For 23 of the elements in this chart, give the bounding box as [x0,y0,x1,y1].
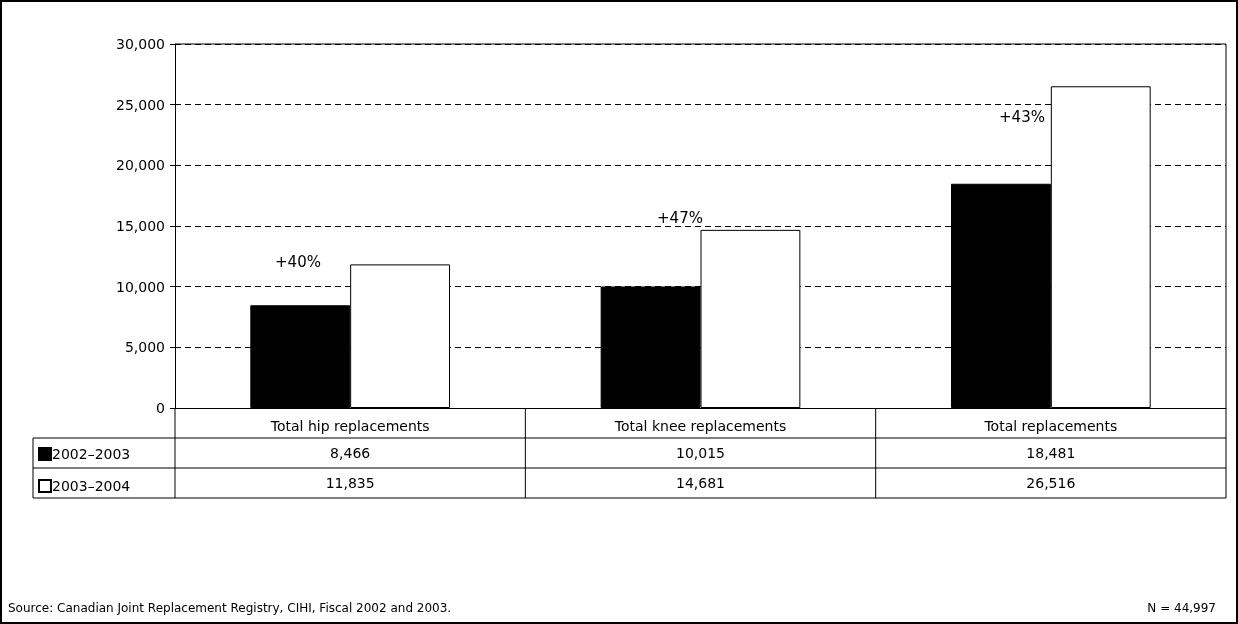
x-tick-label: Total knee replacements [613,418,787,434]
x-tick-label: Total replacements [983,418,1118,434]
text: N = 44,997 [1147,601,1216,615]
annotation: +43% [999,108,1045,126]
y-tick-label: 20,000 [116,157,165,174]
data-label: 26,516 [1026,475,1076,491]
legend-label: 2003–2004 [52,478,131,494]
y-tick-label: 10,000 [116,278,165,295]
y-tick-label: 0 [156,400,165,416]
data-label: 14,681 [676,475,725,491]
y-tick-label: 30,000 [116,36,165,52]
y-tick-label: 15,000 [116,218,165,234]
annotation: +47% [657,209,703,227]
legend-label: 2002–2003 [52,446,131,462]
x-tick-label: Total hip replacements [269,418,430,434]
y-tick-label: 25,000 [116,96,165,113]
source-note: Source: Canadian Joint Replacement Registry, CIHI, Fiscal 2002 and 2003. [8,601,452,615]
data-label: 10,015 [676,445,725,461]
data-label: 18,481 [1026,445,1076,461]
annotation: +40% [275,253,321,271]
y-tick-label: 5,000 [124,339,165,356]
data-label: 8,466 [330,445,371,461]
data-label: 11,835 [325,475,375,491]
